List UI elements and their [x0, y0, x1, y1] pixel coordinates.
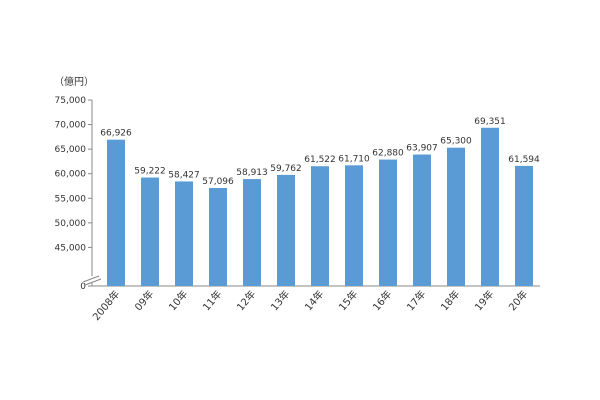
y-tick-label: 45,000 [55, 243, 87, 253]
axis-break-mask [83, 276, 101, 283]
bar-value-label: 61,522 [304, 155, 336, 165]
x-category-label: 14年 [302, 288, 327, 314]
bar [107, 139, 125, 286]
y-tick-label: 60,000 [55, 170, 87, 180]
bar [345, 165, 363, 286]
axis-break-line [82, 275, 100, 283]
bar-value-label: 58,913 [236, 168, 268, 178]
axis-break-marker [82, 275, 102, 286]
bar [311, 166, 329, 286]
y-unit-label: （億円） [54, 75, 94, 88]
bar [447, 147, 465, 286]
bar [481, 127, 499, 286]
y-tick-label: 0 [80, 282, 86, 292]
y-tick-label: 70,000 [55, 121, 87, 131]
bar-value-label: 57,096 [202, 177, 234, 187]
bar [209, 187, 227, 286]
x-category-label: 12年 [234, 288, 259, 314]
bar-value-label: 61,710 [338, 154, 370, 164]
y-tick-label: 55,000 [55, 194, 87, 204]
bar-value-label: 59,762 [270, 164, 302, 174]
y-axis: 0 45,000 50,000 55,000 60,000 65,000 70,000 75,… [55, 96, 540, 292]
bar-value-label: 61,594 [508, 155, 540, 165]
y-tick-label: 75,000 [55, 96, 87, 106]
bar-value-label: 58,427 [168, 170, 200, 180]
x-category-label: 2008年 [90, 288, 123, 324]
bar-value-label: 69,351 [474, 117, 506, 127]
bar-value-label: 65,300 [440, 137, 472, 147]
x-category-label: 16年 [370, 288, 395, 314]
bar-value-label: 62,880 [372, 149, 404, 159]
bars [107, 127, 533, 286]
x-category-label: 13年 [268, 288, 293, 314]
bar [243, 179, 261, 286]
x-category-label: 11年 [200, 288, 225, 314]
bar [175, 181, 193, 286]
x-category-label: 20年 [506, 288, 531, 314]
bar-value-label: 59,222 [134, 167, 166, 177]
x-category-label: 10年 [166, 288, 191, 314]
bar [515, 165, 533, 286]
bar [379, 159, 397, 286]
category-labels: 2008年 09年 10年 11年 12年 13年 14年 15年 16年 17年 18年 19年 20… [90, 288, 531, 324]
x-category-label: 19年 [472, 288, 497, 314]
bar [413, 154, 431, 286]
axis-break-line [84, 278, 102, 286]
x-category-label: 17年 [404, 288, 429, 314]
bar [141, 177, 159, 286]
y-tick-label: 50,000 [55, 219, 87, 229]
bar [277, 174, 295, 286]
bar-value-label: 66,926 [100, 129, 132, 139]
x-category-label: 15年 [336, 288, 361, 314]
x-category-label: 09年 [132, 288, 157, 314]
y-tick-label: 65,000 [55, 145, 87, 155]
x-category-label: 18年 [438, 288, 463, 314]
bar-value-label: 63,907 [406, 144, 438, 154]
